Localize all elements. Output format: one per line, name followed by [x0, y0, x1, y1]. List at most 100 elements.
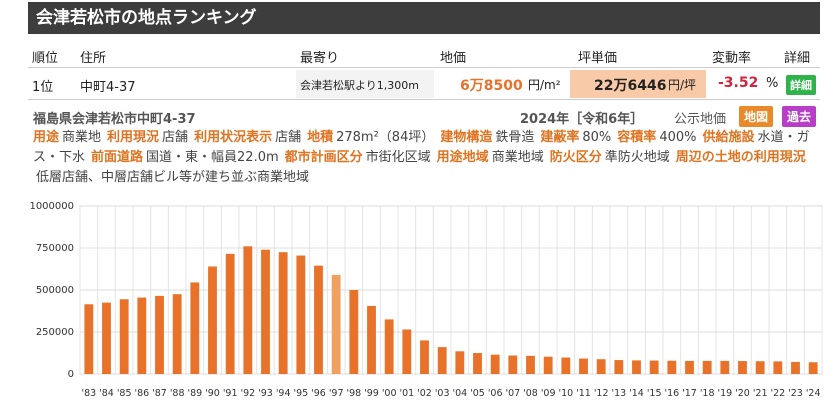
x-tick-label: '20	[735, 388, 750, 399]
bar-'01	[402, 329, 412, 374]
property-key: 容積率	[617, 130, 657, 145]
bar-'98	[349, 290, 359, 374]
address-cell: 中町4-37	[80, 80, 136, 95]
x-tick-label: '83	[81, 388, 96, 399]
bar-'07	[508, 355, 518, 374]
bar-'02	[420, 340, 429, 374]
bar-'93	[261, 249, 270, 374]
bar-'86	[137, 297, 147, 374]
past-button[interactable]: 過去	[782, 106, 817, 127]
bar-'06	[490, 354, 500, 374]
price-kind: 公示地価	[674, 112, 727, 127]
bar-'97	[331, 274, 341, 374]
price-unit: 円/m²	[528, 78, 561, 92]
property-value: 278m²（84坪）	[336, 130, 435, 145]
bar-'92	[243, 246, 253, 374]
table-header: 順位 住所 最寄り 地価 坪単価 変動率 詳細	[28, 40, 820, 68]
bar-'17	[685, 360, 694, 374]
price-history-chart: 02500005000007500001000000'83'84'85'86'8…	[29, 201, 823, 399]
col-rank: 順位	[32, 51, 59, 66]
x-tick-label: '92	[240, 388, 255, 399]
x-tick-label: '06	[488, 388, 503, 399]
property-value: 400%	[659, 130, 697, 145]
x-tick-label: '24	[806, 388, 821, 399]
bar-'88	[172, 294, 182, 374]
bar-'23	[791, 361, 800, 374]
change-unit: %	[766, 76, 779, 91]
x-tick-label: '90	[205, 388, 220, 399]
property-key: 都市計画区分	[284, 150, 363, 165]
bar-'91	[225, 253, 235, 374]
x-tick-label: '08	[523, 388, 538, 399]
property-key: 建蔽率	[540, 130, 580, 145]
x-tick-label: '17	[682, 388, 697, 399]
property-key: 周辺の土地の利用現況	[675, 150, 806, 165]
col-price: 地価	[440, 51, 467, 66]
bar-'15	[649, 360, 659, 374]
col-detail: 詳細	[784, 51, 811, 66]
x-tick-label: '02	[417, 388, 432, 399]
x-tick-label: '93	[258, 388, 273, 399]
x-tick-label: '04	[452, 388, 467, 399]
bar-'08	[526, 355, 535, 374]
y-tick-label: 500000	[36, 285, 74, 296]
bar-'21	[755, 361, 765, 374]
map-button[interactable]: 地図	[739, 106, 774, 127]
property-key: 用途地域	[436, 150, 489, 165]
x-tick-label: '16	[664, 388, 679, 399]
bar-'22	[773, 361, 783, 374]
property-key: 防火区分	[549, 150, 602, 165]
property-value: 店舗	[275, 130, 302, 145]
price-value: 6万8500	[460, 78, 523, 94]
bar-'10	[561, 357, 571, 374]
bar-'20	[738, 361, 747, 374]
bar-'11	[579, 358, 588, 374]
bar-'12	[596, 359, 606, 374]
property-value: 市街化区域	[365, 150, 431, 165]
bar-'04	[455, 351, 465, 374]
x-tick-label: '91	[223, 388, 238, 399]
x-tick-label: '22	[770, 388, 785, 399]
bar-'24	[808, 362, 818, 374]
bar-'13	[614, 360, 624, 374]
x-tick-label: '05	[470, 388, 485, 399]
x-tick-label: '12	[594, 388, 609, 399]
bar-'99	[367, 305, 376, 374]
y-tick-label: 1000000	[29, 201, 74, 212]
bar-'03	[437, 347, 447, 374]
bar-'94	[278, 252, 288, 374]
x-tick-label: '84	[99, 388, 114, 399]
y-tick-label: 250000	[36, 327, 74, 338]
col-change: 変動率	[712, 51, 752, 66]
bar-'19	[720, 360, 730, 374]
x-tick-label: '21	[753, 388, 768, 399]
bar-'00	[384, 319, 394, 374]
x-tick-label: '01	[399, 388, 414, 399]
bar-'95	[296, 255, 306, 374]
col-address: 住所	[80, 51, 107, 66]
x-tick-label: '09	[541, 388, 556, 399]
full-address: 福島県会津若松市中町4-37	[33, 112, 196, 127]
survey-year: 2024年［令和6年］	[520, 112, 644, 127]
property-value: 店舗	[162, 130, 189, 145]
x-tick-label: '13	[611, 388, 626, 399]
bar-'18	[702, 360, 712, 374]
property-key: 地積	[307, 130, 334, 145]
col-station: 最寄り	[300, 51, 340, 66]
bar-'85	[119, 299, 129, 374]
bar-'83	[84, 304, 94, 374]
bar-'14	[632, 360, 641, 374]
property-key: 前面道路	[91, 150, 144, 165]
property-value: 商業地	[62, 130, 102, 145]
bar-'16	[667, 360, 677, 374]
property-value: 国道・東・幅員22.0m	[146, 150, 279, 165]
bar-'89	[190, 282, 200, 374]
x-tick-label: '14	[629, 388, 644, 399]
tsubo-unit: 円/坪	[668, 78, 697, 92]
x-tick-label: '86	[134, 388, 149, 399]
detail-button[interactable]: 詳細	[786, 75, 816, 95]
x-tick-label: '95	[293, 388, 308, 399]
tsubo-cell-bg	[570, 70, 706, 98]
x-tick-label: '19	[717, 388, 732, 399]
x-tick-label: '98	[346, 388, 361, 399]
